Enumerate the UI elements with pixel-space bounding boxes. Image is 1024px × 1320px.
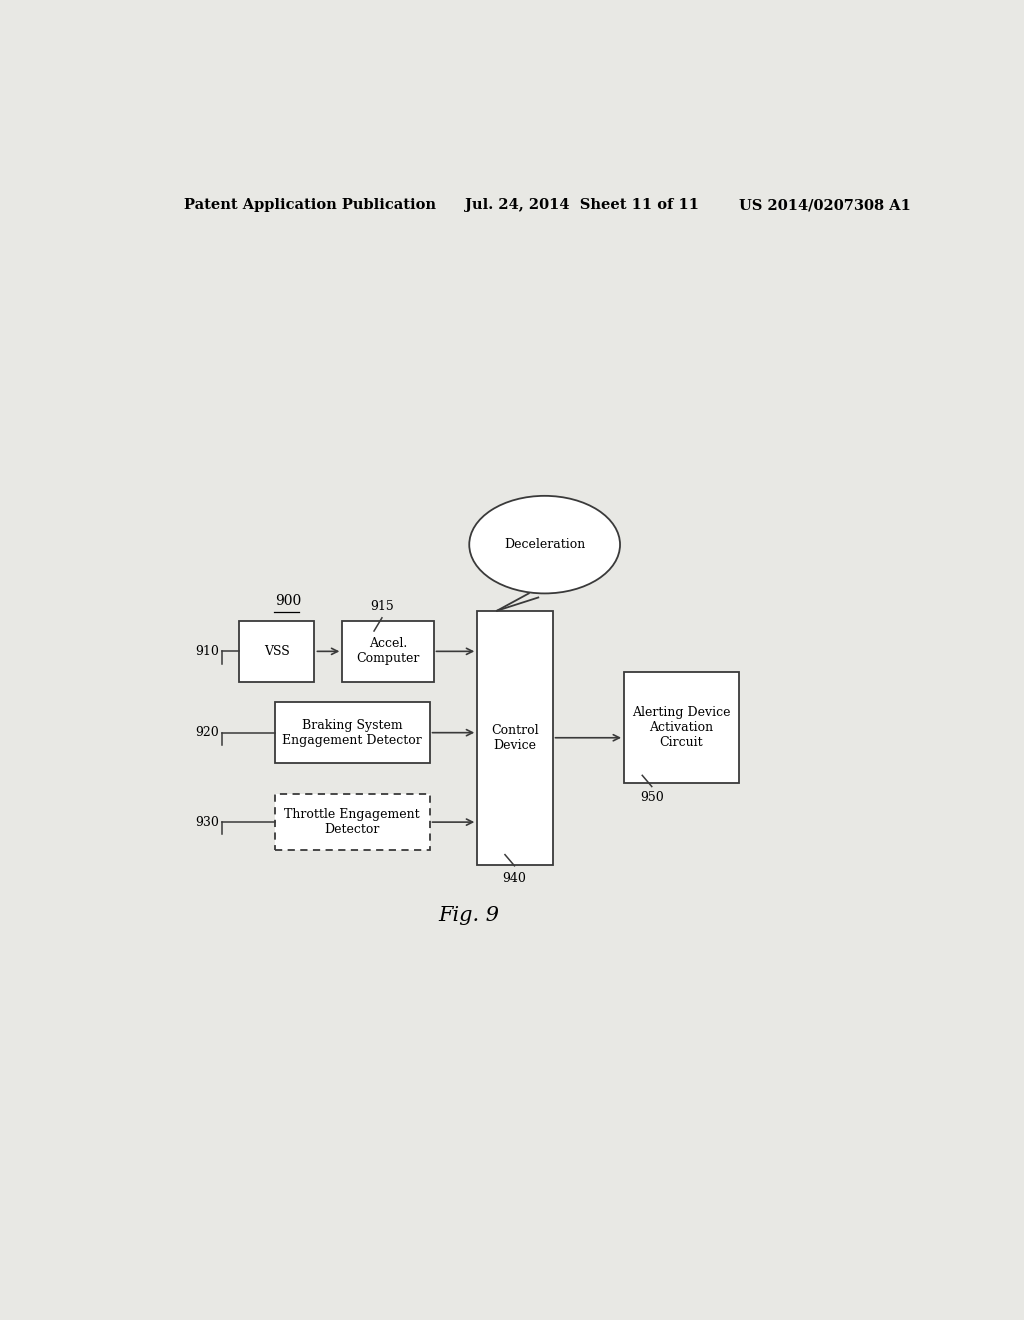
Text: 940: 940 [503,873,526,884]
Text: Jul. 24, 2014  Sheet 11 of 11: Jul. 24, 2014 Sheet 11 of 11 [465,198,699,213]
Text: Braking System
Engagement Detector: Braking System Engagement Detector [283,718,422,747]
Bar [624,672,739,784]
Text: 900: 900 [274,594,301,607]
Text: Patent Application Publication: Patent Application Publication [183,198,435,213]
Bar [274,793,430,850]
Text: Fig. 9: Fig. 9 [438,906,500,925]
Text: Deceleration: Deceleration [504,539,586,552]
Text: 930: 930 [196,816,219,829]
Text: Control
Device: Control Device [492,723,539,752]
Text: 915: 915 [370,599,394,612]
Bar [274,702,430,763]
Text: 920: 920 [196,726,219,739]
Bar [477,611,553,865]
Text: Accel.
Computer: Accel. Computer [356,638,420,665]
Text: 950: 950 [640,791,664,804]
Text: 910: 910 [196,645,219,657]
Text: Alerting Device
Activation
Circuit: Alerting Device Activation Circuit [632,706,731,748]
Text: Throttle Engagement
Detector: Throttle Engagement Detector [285,808,420,836]
Bar [342,620,433,682]
Text: US 2014/0207308 A1: US 2014/0207308 A1 [739,198,911,213]
Bar [240,620,314,682]
Text: VSS: VSS [264,645,290,657]
Ellipse shape [469,496,621,594]
